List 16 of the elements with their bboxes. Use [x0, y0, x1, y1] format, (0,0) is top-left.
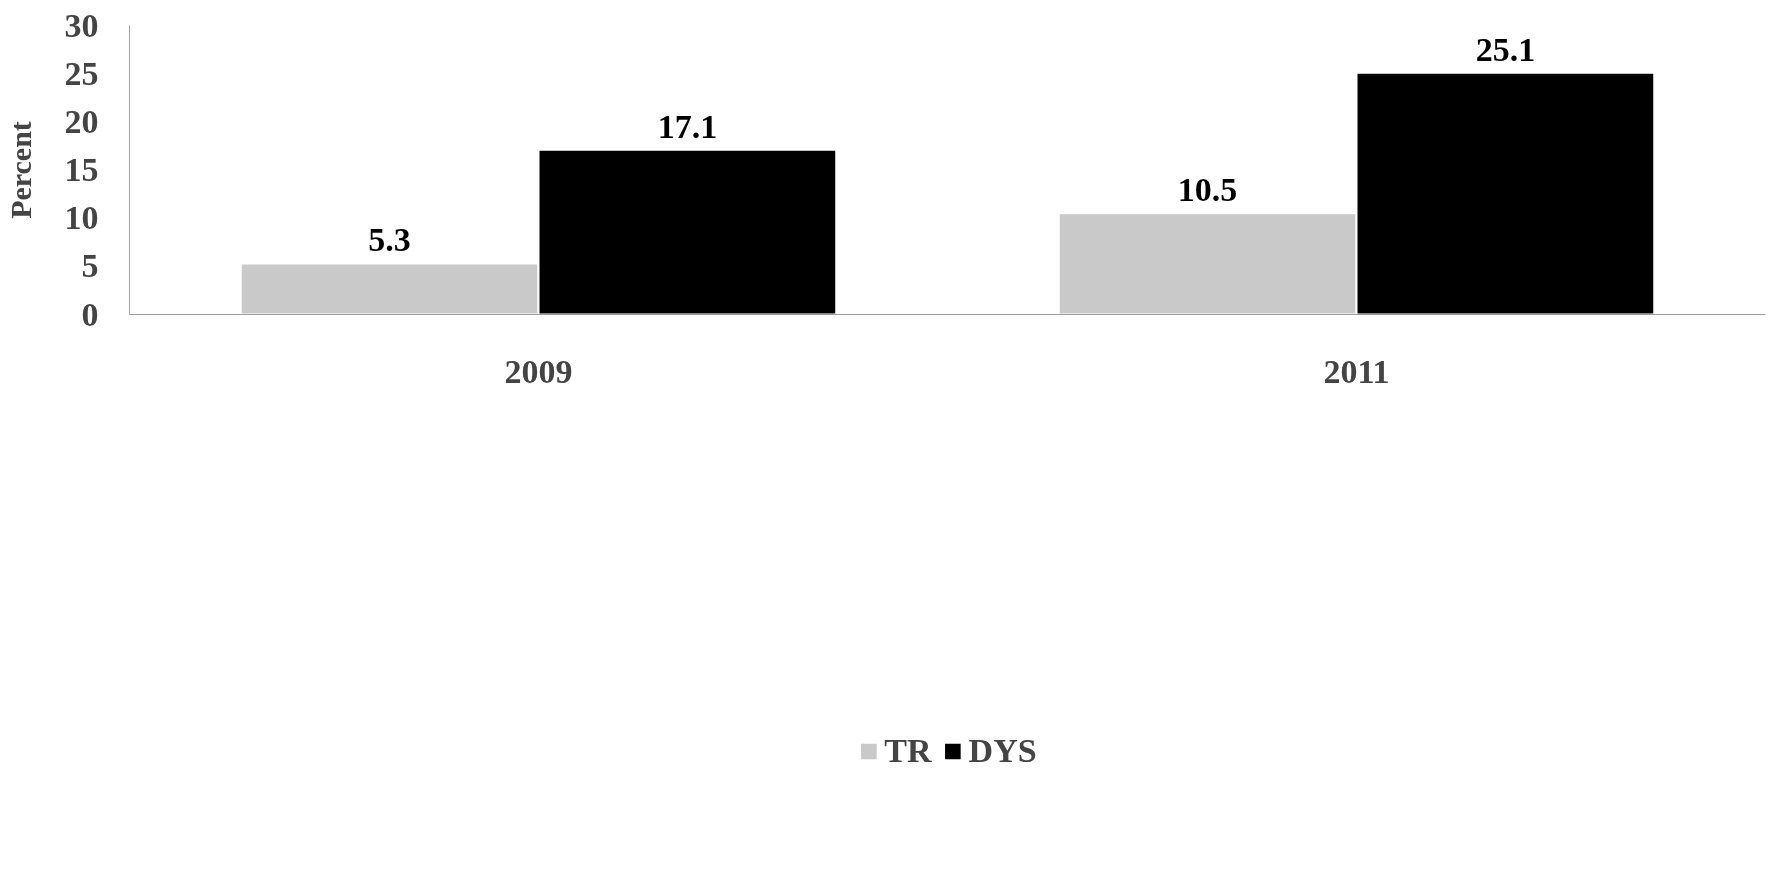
y-tick-label: 30 — [64, 6, 99, 44]
y-tick-label: 15 — [64, 151, 99, 188]
data-label: 17.1 — [657, 107, 718, 145]
y-axis-title: Percent — [3, 121, 37, 219]
y-tick-label: 5 — [81, 247, 99, 285]
legend-label: TR — [884, 731, 932, 770]
y-tick-label: 25 — [64, 54, 99, 92]
legend-label: DYS — [968, 731, 1037, 770]
y-tick-label: 20 — [64, 102, 99, 140]
y-tick-label: 0 — [81, 295, 99, 333]
y-tick-label: 10 — [64, 199, 99, 237]
x-tick-label: 2011 — [1323, 352, 1390, 390]
data-label: 5.3 — [368, 221, 411, 259]
data-label: 25.1 — [1475, 30, 1536, 68]
data-label: 10.5 — [1177, 171, 1238, 209]
x-tick-label: 2009 — [504, 352, 573, 390]
